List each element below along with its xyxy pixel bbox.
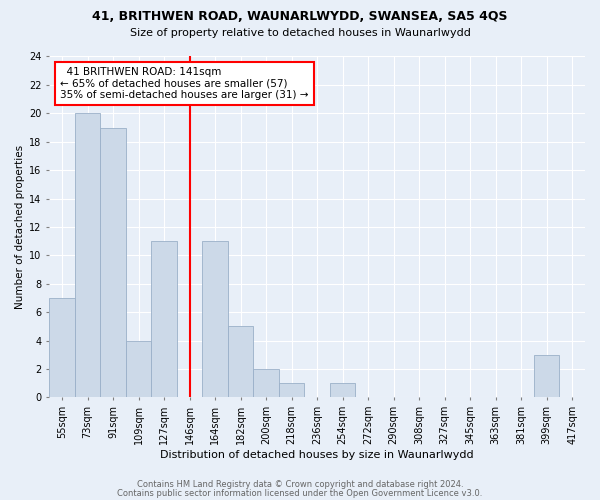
Text: Contains HM Land Registry data © Crown copyright and database right 2024.: Contains HM Land Registry data © Crown c… <box>137 480 463 489</box>
Text: Size of property relative to detached houses in Waunarlwydd: Size of property relative to detached ho… <box>130 28 470 38</box>
Bar <box>49 298 75 398</box>
Bar <box>253 369 279 398</box>
Bar <box>100 128 126 398</box>
Y-axis label: Number of detached properties: Number of detached properties <box>15 145 25 309</box>
Bar <box>534 354 559 398</box>
Bar <box>126 340 151 398</box>
X-axis label: Distribution of detached houses by size in Waunarlwydd: Distribution of detached houses by size … <box>160 450 474 460</box>
Bar <box>279 383 304 398</box>
Text: 41 BRITHWEN ROAD: 141sqm
← 65% of detached houses are smaller (57)
35% of semi-d: 41 BRITHWEN ROAD: 141sqm ← 65% of detach… <box>60 66 308 100</box>
Text: Contains public sector information licensed under the Open Government Licence v3: Contains public sector information licen… <box>118 489 482 498</box>
Bar <box>202 241 228 398</box>
Text: 41, BRITHWEN ROAD, WAUNARLWYDD, SWANSEA, SA5 4QS: 41, BRITHWEN ROAD, WAUNARLWYDD, SWANSEA,… <box>92 10 508 23</box>
Bar <box>228 326 253 398</box>
Bar <box>330 383 355 398</box>
Bar <box>75 114 100 398</box>
Bar <box>151 241 177 398</box>
